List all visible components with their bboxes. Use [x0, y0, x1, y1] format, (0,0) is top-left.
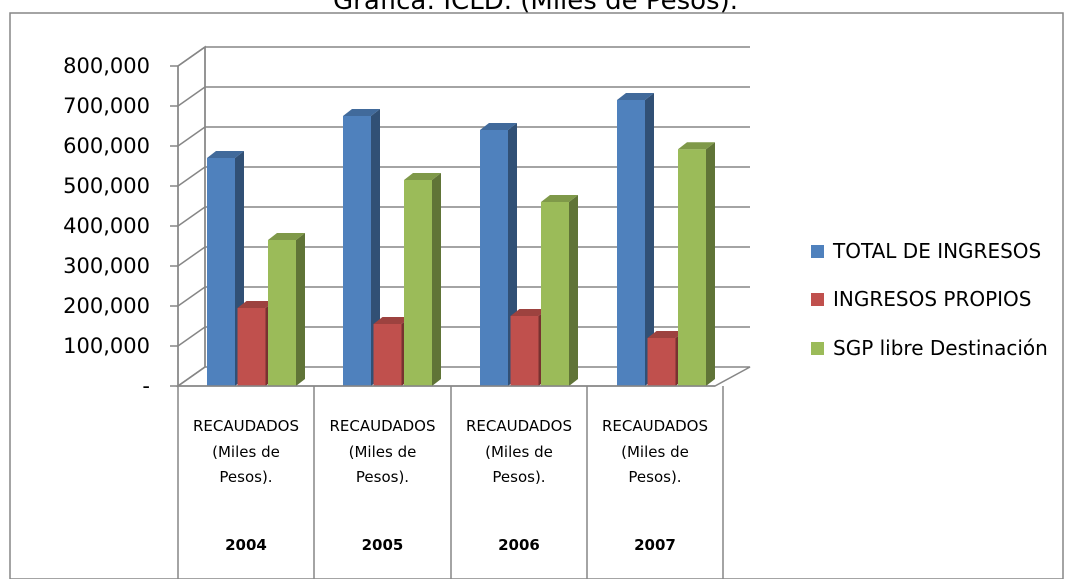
bar-0-0 [207, 151, 244, 386]
bar-front [480, 130, 508, 386]
gridline-diagonal [177, 126, 206, 147]
bar-side [645, 93, 654, 386]
category-label: Pesos). [492, 468, 545, 486]
chart-frame [9, 12, 1064, 579]
bar-0-1 [343, 109, 380, 386]
legend-swatch [811, 342, 824, 355]
bar-front [678, 149, 706, 386]
bar-top [541, 195, 578, 202]
category-label: RECAUDADOS [193, 417, 299, 435]
y-tick-label: 800,000 [63, 54, 150, 78]
bar-front [207, 158, 235, 386]
bar-side [371, 109, 380, 386]
y-tick-label: 500,000 [63, 174, 150, 198]
y-tick-label: 600,000 [63, 134, 150, 158]
bar-front [541, 202, 569, 386]
category-label: Pesos). [628, 468, 681, 486]
bar-side [296, 233, 305, 386]
bar-0-3 [617, 93, 654, 386]
legend-label: SGP libre Destinación [833, 336, 1048, 360]
bar-top [510, 309, 548, 316]
legend-swatch [811, 293, 824, 306]
bar-0-2 [480, 123, 517, 386]
x-axis-table: RECAUDADOS (Miles de Pesos). 2004 RECAUDADOS… [177, 385, 724, 579]
gridline-diagonal [177, 366, 206, 387]
category-label: (Miles de [212, 443, 280, 461]
y-tick-label: 100,000 [63, 334, 150, 358]
legend-label: INGRESOS PROPIOS [833, 287, 1031, 311]
category-label: (Miles de [349, 443, 417, 461]
bar-2-3 [678, 142, 715, 386]
gridline-diagonal [177, 86, 206, 107]
bar-top [268, 233, 305, 240]
bar-front [343, 116, 371, 386]
category-year: 2005 [362, 536, 404, 554]
bar-front [268, 240, 296, 386]
bar-top [647, 331, 685, 338]
gridline-diagonal [177, 326, 206, 347]
y-tick-label: - [142, 374, 150, 398]
category-year: 2004 [225, 536, 267, 554]
category-label: (Miles de [485, 443, 553, 461]
bar-top [373, 317, 411, 324]
y-axis: - 100,000 200,000 300,000 400,000 500,000 600,… [63, 54, 150, 398]
gridline-diagonal [177, 286, 206, 307]
gridline-diagonal [177, 166, 206, 187]
bar-side [569, 195, 578, 386]
bar-side [706, 142, 715, 386]
legend: TOTAL DE INGRESOS INGRESOS PROPIOS SGP lib… [811, 239, 1048, 360]
y-tick-label: 400,000 [63, 214, 150, 238]
category-label: RECAUDADOS [602, 417, 708, 435]
bar-front [237, 308, 266, 386]
bar-front [510, 316, 539, 386]
gridline-diagonal [177, 246, 206, 267]
legend-swatch [811, 245, 824, 258]
bar-top [617, 93, 654, 100]
category-label: RECAUDADOS [466, 417, 572, 435]
bar-top [678, 142, 715, 150]
category-year: 2006 [498, 536, 540, 554]
gridline-diagonal [177, 46, 206, 67]
bar-top [237, 301, 275, 308]
bar-front [404, 180, 432, 386]
y-tick-label: 200,000 [63, 294, 150, 318]
category-label: RECAUDADOS [329, 417, 435, 435]
bar-front [617, 100, 645, 386]
bar-top [343, 109, 380, 116]
chart-title: Gráfica: ICLD. (Miles de Pesos). [332, 0, 738, 16]
category-label: (Miles de [621, 443, 689, 461]
category-label: Pesos). [356, 468, 409, 486]
bar-side [432, 173, 441, 386]
y-tick-label: 300,000 [63, 254, 150, 278]
bar-1-2 [510, 309, 548, 386]
bar-front [647, 338, 676, 386]
bar-top [480, 123, 517, 130]
bar-top [207, 151, 244, 158]
gridline-diagonal [177, 206, 206, 227]
bars [207, 93, 715, 386]
category-year: 2007 [634, 536, 676, 554]
y-tick-label: 700,000 [63, 94, 150, 118]
bar-2-2 [541, 195, 578, 386]
bar-top [404, 173, 441, 180]
category-label: Pesos). [219, 468, 272, 486]
bar-2-1 [404, 173, 441, 386]
bar-front [373, 324, 402, 386]
bar-2-0 [268, 233, 305, 386]
legend-label: TOTAL DE INGRESOS [832, 239, 1041, 263]
